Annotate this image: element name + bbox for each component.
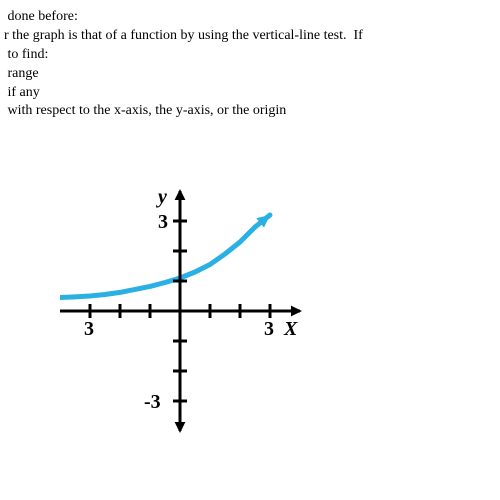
x-tick-label-right: 3	[264, 318, 274, 340]
line6: with respect to the x-axis, the y-axis, …	[4, 102, 500, 121]
line4: range	[4, 65, 500, 84]
graph-svg: y3-333X	[60, 161, 360, 441]
line1: done before:	[4, 8, 500, 27]
instruction-text: done before: r the graph is that of a fu…	[0, 0, 500, 121]
y-tick-label-bot: -3	[144, 391, 161, 413]
graph-container: y3-333X	[60, 161, 360, 441]
axis-arrow	[291, 306, 302, 317]
line5: if any	[4, 84, 500, 103]
line2: r the graph is that of a function by usi…	[4, 27, 500, 46]
x-axis-label: X	[283, 318, 298, 340]
y-axis-label: y	[156, 186, 167, 208]
x-tick-label-left: 3	[84, 318, 94, 340]
line3: to find:	[4, 46, 500, 65]
axis-arrow	[175, 422, 186, 433]
y-tick-label-top: 3	[158, 211, 168, 233]
axis-arrow	[175, 189, 186, 200]
